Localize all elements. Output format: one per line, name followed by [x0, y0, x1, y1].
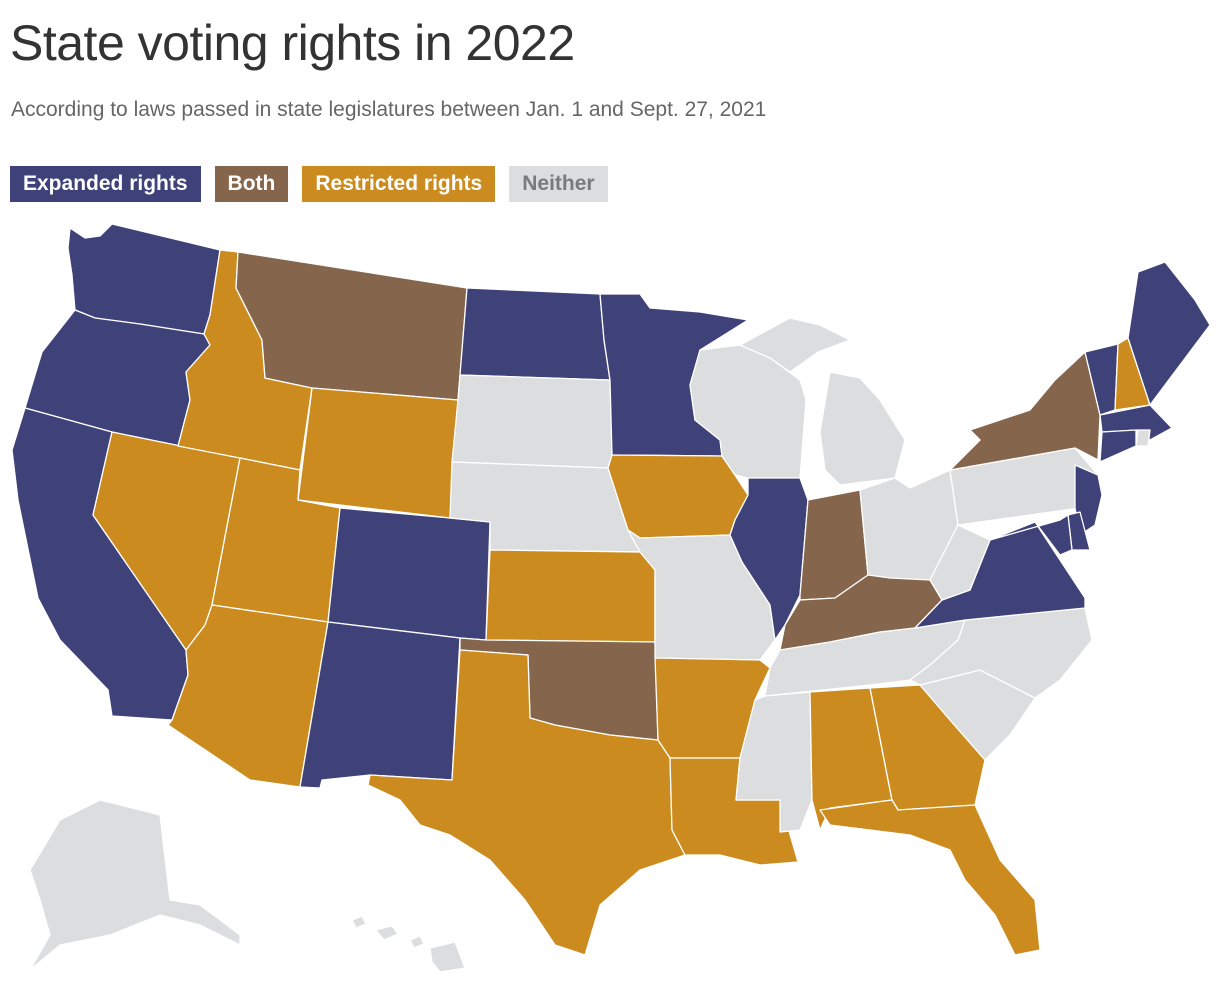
state-hawaii-1: [351, 915, 367, 929]
state-iowa: [607, 454, 749, 539]
state-wyoming: [297, 387, 459, 519]
legend-both: Both: [214, 166, 289, 202]
state-missouri: [627, 529, 776, 661]
state-rhode-island: [1135, 429, 1151, 447]
state-hawaii-3: [409, 935, 425, 949]
state-michigan-upper: [739, 317, 851, 373]
state-connecticut: [1099, 429, 1137, 463]
legend-neither: Neither: [509, 166, 608, 202]
state-hawaii-2: [375, 925, 399, 941]
state-south-dakota: [451, 374, 613, 469]
page-subtitle: According to laws passed in state legisl…: [11, 98, 767, 121]
state-hawaii-4: [429, 941, 466, 973]
state-kansas: [485, 549, 656, 643]
page-title: State voting rights in 2022: [10, 15, 575, 71]
state-new-mexico: [299, 621, 461, 789]
state-florida: [819, 799, 1041, 956]
state-alaska: [29, 799, 241, 971]
state-west-virginia: [929, 524, 991, 601]
legend-restricted: Restricted rights: [302, 166, 496, 202]
state-michigan-lower: [819, 371, 906, 486]
state-colorado: [327, 507, 491, 641]
state-north-dakota: [459, 287, 611, 381]
legend: Expanded rights Both Restricted rights N…: [10, 166, 608, 202]
state-illinois: [729, 477, 809, 641]
legend-expanded: Expanded rights: [10, 166, 201, 202]
state-montana: [235, 251, 468, 401]
state-maryland: [989, 514, 1073, 556]
state-new-york: [949, 351, 1101, 471]
state-texas: [367, 649, 686, 956]
state-north-carolina: [909, 607, 1093, 699]
